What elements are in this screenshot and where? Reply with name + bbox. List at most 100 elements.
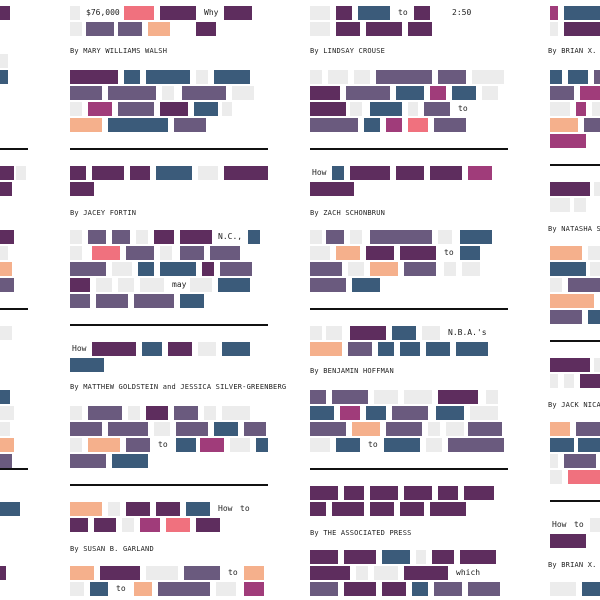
byline: By BENJAMIN HOFFMAN	[310, 367, 394, 375]
redaction-block	[162, 86, 174, 100]
redaction-block	[550, 294, 594, 308]
redaction-block	[126, 246, 154, 260]
redaction-block	[70, 118, 102, 132]
redaction-block	[0, 422, 10, 436]
section-rule	[70, 484, 268, 486]
redaction-block	[446, 422, 464, 436]
redaction-block	[124, 6, 154, 20]
redaction-block	[256, 438, 268, 452]
redaction-block	[378, 342, 394, 356]
redaction-block	[332, 166, 344, 180]
redaction-block	[92, 246, 120, 260]
redaction-block	[126, 438, 150, 452]
redaction-block	[436, 406, 464, 420]
redaction-block	[370, 486, 398, 500]
redaction-block	[70, 566, 94, 580]
redaction-block	[382, 550, 410, 564]
redaction-block	[220, 262, 252, 276]
redaction-block	[344, 582, 376, 596]
redaction-block	[376, 70, 432, 84]
redaction-block	[88, 438, 120, 452]
redaction-block	[180, 230, 212, 244]
redaction-block	[184, 566, 220, 580]
redaction-block	[154, 230, 174, 244]
redaction-block	[160, 246, 172, 260]
redaction-block	[386, 422, 422, 436]
redaction-block	[404, 566, 448, 580]
redaction-block	[146, 566, 178, 580]
redaction-block	[108, 86, 156, 100]
redaction-block	[160, 102, 188, 116]
redaction-block	[310, 486, 338, 500]
redaction-block	[138, 262, 154, 276]
redaction-block	[462, 262, 480, 276]
redaction-block	[468, 422, 502, 436]
redaction-block	[430, 502, 466, 516]
redaction-block	[594, 182, 600, 196]
redaction-block	[88, 406, 122, 420]
redaction-block	[88, 230, 106, 244]
redaction-block	[574, 198, 586, 212]
redaction-block	[70, 422, 102, 436]
redaction-block	[350, 102, 362, 116]
redaction-block	[310, 70, 322, 84]
redaction-block	[580, 374, 600, 388]
redaction-block	[244, 566, 264, 580]
redaction-block	[588, 246, 600, 260]
headline-word: How	[312, 168, 327, 177]
redaction-block	[590, 262, 600, 276]
redaction-block	[550, 102, 570, 116]
redaction-block	[310, 342, 342, 356]
redaction-block	[464, 486, 494, 500]
redaction-block	[438, 486, 458, 500]
redaction-block	[146, 70, 190, 84]
redaction-block	[404, 486, 432, 500]
redaction-block	[216, 582, 236, 596]
redaction-block	[336, 22, 360, 36]
headline-word: to	[368, 440, 378, 449]
redaction-block	[166, 518, 190, 532]
redaction-block	[232, 86, 254, 100]
section-rule	[310, 148, 508, 150]
redaction-block	[354, 70, 370, 84]
byline: By ZACH SCHONBRUN	[310, 209, 386, 217]
redaction-block	[550, 582, 576, 596]
redaction-block	[204, 406, 216, 420]
redaction-block	[70, 102, 82, 116]
redaction-block	[194, 102, 218, 116]
redaction-block	[70, 518, 88, 532]
redaction-block	[344, 550, 376, 564]
redaction-block	[310, 438, 330, 452]
redaction-block	[550, 422, 570, 436]
redaction-block	[550, 198, 570, 212]
redaction-block	[86, 22, 114, 36]
redaction-block	[568, 70, 588, 84]
redaction-block	[350, 166, 390, 180]
redaction-block	[160, 6, 196, 20]
redaction-block	[564, 454, 596, 468]
redaction-block	[180, 294, 204, 308]
redaction-block	[568, 470, 600, 484]
byline: By THE ASSOCIATED PRESS	[310, 529, 412, 537]
redaction-block	[154, 422, 170, 436]
redaction-block	[564, 374, 574, 388]
redaction-block	[434, 118, 466, 132]
redaction-block	[198, 166, 218, 180]
redaction-block	[348, 342, 372, 356]
redaction-block	[414, 6, 430, 20]
redaction-block	[0, 406, 14, 420]
redaction-block	[108, 118, 168, 132]
redaction-block	[550, 262, 586, 276]
redaction-block	[100, 566, 140, 580]
redaction-block	[424, 102, 450, 116]
headline-word: to	[444, 248, 454, 257]
redaction-block	[550, 278, 562, 292]
redaction-block	[134, 294, 174, 308]
redaction-block	[310, 502, 326, 516]
redaction-block	[222, 102, 232, 116]
redaction-block	[310, 390, 326, 404]
redaction-block	[366, 406, 386, 420]
headline-word: Why	[204, 8, 219, 17]
redaction-block	[404, 262, 436, 276]
section-rule	[310, 308, 508, 310]
